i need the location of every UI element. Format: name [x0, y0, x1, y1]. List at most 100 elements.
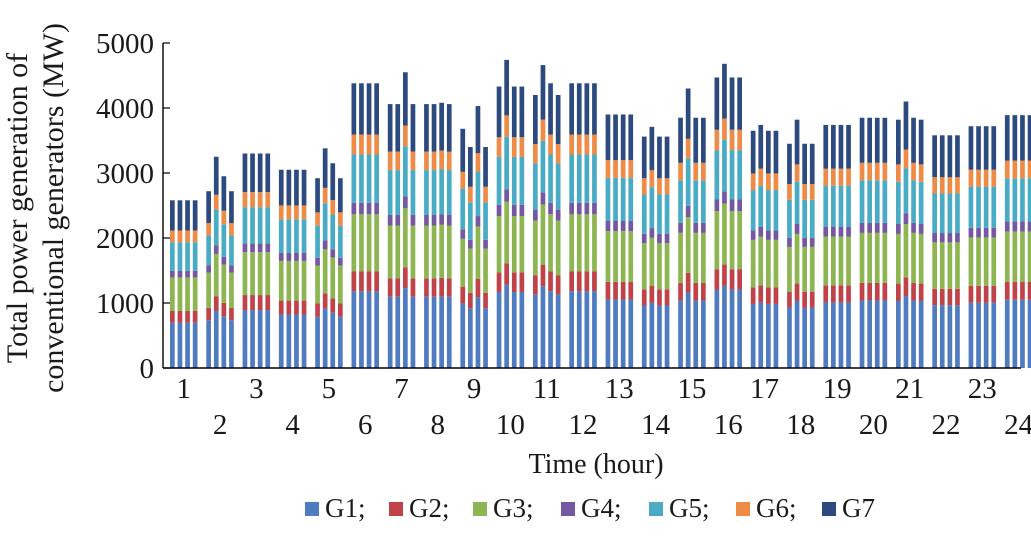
- bar-segment-g2: [278, 300, 284, 315]
- bar-segment-g6: [766, 173, 771, 191]
- bar-segment-g6: [257, 192, 263, 208]
- bar-segment-g1: [584, 291, 590, 368]
- bar-segment-g2: [874, 282, 880, 301]
- bar-segment-g4: [737, 199, 742, 212]
- legend-swatch: [473, 502, 487, 516]
- bar-segment-g1: [641, 305, 647, 368]
- bar-segment-g5: [838, 185, 844, 227]
- bar-segment-g6: [701, 162, 706, 181]
- bar-segment-g1: [1004, 299, 1010, 368]
- bar-segment-g4: [729, 199, 735, 212]
- bar-segment-g6: [496, 137, 502, 157]
- bar-segment-g2: [664, 289, 670, 306]
- bar-segment-g5: [605, 177, 611, 221]
- bar-segment-g5: [882, 180, 888, 223]
- bar-segment-g5: [446, 170, 452, 215]
- bar-segment-g6: [729, 129, 735, 151]
- bar-group-hour-15: [678, 88, 706, 368]
- bar-segment-g3: [983, 237, 989, 286]
- bar-segment-g5: [714, 150, 720, 200]
- bar-segment-g2: [330, 298, 336, 313]
- bar-segment-g5: [533, 163, 538, 210]
- bar-segment-g3: [504, 201, 509, 264]
- bar-segment-g5: [976, 186, 981, 228]
- x-tick-label: 22: [932, 409, 961, 441]
- bar-segment-g2: [229, 307, 234, 321]
- bar-segment-g7: [955, 135, 960, 178]
- bar-segment-g5: [947, 193, 953, 234]
- bar-segment-g2: [701, 282, 706, 301]
- bar-segment-g6: [359, 134, 364, 155]
- bar-segment-g5: [496, 156, 502, 205]
- bar-segment-g4: [1027, 221, 1031, 232]
- bar-segment-g1: [192, 322, 198, 368]
- bar-segment-g6: [911, 162, 916, 181]
- bar-segment-g6: [939, 177, 945, 194]
- bar-segment-g1: [278, 314, 284, 368]
- bar-segment-g2: [170, 310, 175, 323]
- bar-segment-g5: [794, 181, 800, 224]
- bar-segment-g5: [584, 154, 590, 203]
- bar-segment-g4: [257, 243, 263, 253]
- bar-segment-g6: [846, 168, 851, 186]
- bar-segment-g7: [483, 147, 488, 187]
- bar-segment-g5: [693, 180, 699, 223]
- bar-segment-g6: [1012, 160, 1018, 179]
- bar-group-hour-17: [750, 124, 779, 368]
- x-tick-label: 15: [677, 373, 706, 405]
- bar-segment-g2: [896, 283, 901, 301]
- bar-segment-g7: [701, 117, 706, 163]
- bar-segment-g6: [206, 223, 211, 236]
- bar-segment-g4: [584, 202, 590, 215]
- bar-segment-g2: [242, 295, 248, 311]
- bar-segment-g4: [831, 227, 836, 237]
- bar-segment-g2: [685, 272, 691, 293]
- bar-segment-g5: [896, 181, 901, 224]
- bar-segment-g6: [628, 160, 634, 178]
- bar-segment-g3: [693, 232, 699, 283]
- bar-segment-g4: [475, 216, 481, 227]
- bar-segment-g4: [605, 220, 611, 232]
- bar-segment-g2: [802, 291, 807, 308]
- bar-segment-g7: [874, 117, 880, 163]
- bar-segment-g2: [177, 310, 183, 323]
- bar-segment-g3: [955, 242, 960, 289]
- bar-segment-g3: [439, 224, 444, 278]
- bar-segment-g1: [460, 303, 466, 368]
- bar-segment-g4: [903, 213, 909, 225]
- bar-segment-g1: [802, 307, 807, 368]
- bar-segment-g7: [431, 104, 437, 152]
- bar-segment-g7: [838, 124, 844, 169]
- bar-segment-g3: [1020, 231, 1025, 283]
- bar-segment-g4: [446, 214, 452, 226]
- bar-segment-g4: [221, 256, 227, 265]
- bar-segment-g7: [1004, 115, 1010, 161]
- bar-segment-g6: [641, 178, 647, 195]
- bar-segment-g1: [301, 314, 307, 368]
- bar-segment-g5: [315, 225, 320, 258]
- legend-swatch: [305, 502, 319, 516]
- bar-segment-g2: [359, 271, 364, 292]
- bar-segment-g4: [911, 222, 916, 233]
- bar-segment-g7: [918, 119, 924, 165]
- bar-segment-g1: [955, 305, 960, 368]
- bar-segment-g5: [185, 242, 190, 271]
- bar-segment-g7: [947, 135, 953, 178]
- bar-segment-g5: [555, 163, 561, 210]
- bar-segment-g3: [387, 225, 393, 279]
- bar-segment-g1: [1027, 299, 1031, 368]
- bar-segment-g4: [701, 222, 706, 233]
- bar-segment-g2: [911, 282, 916, 301]
- bar-group-hour-12: [569, 83, 597, 368]
- bar-segment-g2: [831, 285, 836, 303]
- bar-segment-g2: [983, 285, 989, 303]
- bar-segment-g1: [286, 314, 292, 368]
- bar-segment-g7: [991, 126, 997, 170]
- bar-segment-g7: [185, 200, 190, 231]
- bar-segment-g6: [192, 230, 198, 243]
- bar-segment-g4: [366, 202, 372, 215]
- bar-segment-g2: [185, 310, 190, 323]
- bar-segment-g5: [773, 190, 779, 231]
- bar-segment-g4: [294, 253, 299, 261]
- x-tick-label: 21: [895, 373, 924, 405]
